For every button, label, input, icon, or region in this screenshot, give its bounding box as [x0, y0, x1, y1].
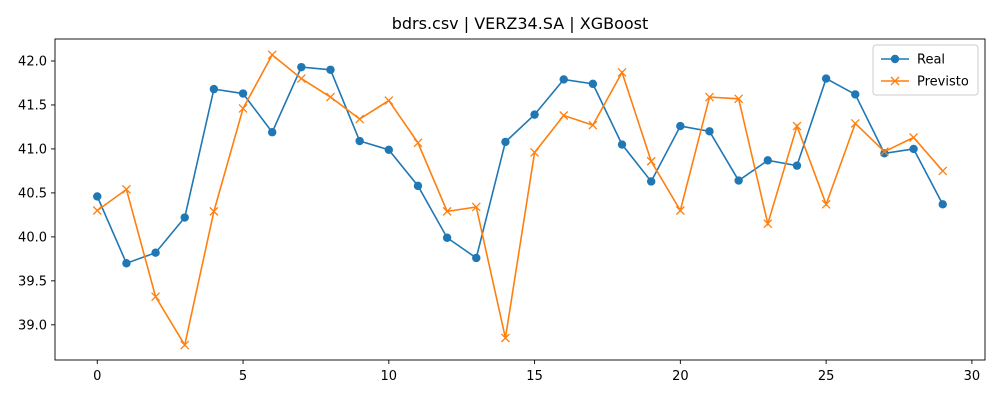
data-point-previsto: [384, 96, 394, 106]
data-point-real: [238, 89, 248, 98]
data-point-real: [734, 176, 743, 185]
data-point-real: [705, 127, 714, 136]
data-point-previsto: [850, 118, 860, 128]
data-point-previsto: [646, 156, 656, 166]
data-point-previsto: [442, 206, 452, 216]
data-point-previsto: [675, 206, 685, 215]
data-point-previsto: [909, 133, 919, 142]
data-point-previsto: [92, 206, 102, 215]
data-point-real: [297, 62, 306, 72]
legend-box: [872, 44, 979, 96]
data-point-previsto: [209, 206, 219, 216]
data-point-real: [646, 177, 656, 186]
data-point-real: [938, 200, 947, 209]
data-point-previsto: [413, 138, 423, 148]
data-point-real: [93, 192, 102, 201]
data-point-real: [326, 65, 335, 74]
data-point-real: [355, 136, 364, 146]
plot-frame: [54, 38, 986, 361]
data-point-real: [267, 128, 277, 137]
data-point-real: [676, 121, 685, 131]
data-point-previsto: [530, 147, 540, 157]
data-point-real: [851, 90, 860, 99]
data-point-previsto: [151, 292, 161, 302]
data-point-real: [151, 248, 160, 257]
data-point-real: [413, 181, 423, 191]
x-tick-label: 20: [672, 369, 689, 384]
x-tick-label: 10: [381, 369, 398, 384]
data-point-previsto: [763, 219, 773, 229]
data-point-previsto: [296, 74, 306, 84]
x-tick-label: 0: [93, 369, 101, 384]
axes: 0 5 10 15 20 25 30 39.0 39.5 40.0 40.5 41.0 41.5 42.0: [18, 38, 986, 384]
plot-area: [92, 50, 948, 350]
data-point-previsto: [588, 120, 598, 130]
data-point-real: [763, 156, 773, 165]
legend-item-real: Real: [881, 53, 945, 68]
data-point-previsto: [705, 92, 714, 102]
y-tick-label: 41.0: [18, 142, 47, 157]
data-point-previsto: [267, 50, 277, 60]
data-point-previsto: [121, 184, 131, 194]
y-tick-label: 39.5: [18, 274, 47, 289]
legend-label-previsto: Previsto: [917, 75, 969, 90]
data-point-previsto: [879, 147, 889, 157]
legend: Real Previsto: [872, 44, 979, 96]
y-tick-label: 40.5: [18, 186, 47, 201]
data-point-previsto: [238, 104, 248, 113]
data-point-real: [180, 213, 189, 222]
data-point-previsto: [180, 340, 190, 350]
x-tick-label: 15: [526, 369, 543, 384]
series-line-previsto: [96, 53, 944, 348]
data-point-previsto: [355, 114, 365, 124]
data-point-real: [792, 161, 802, 170]
data-point-real: [209, 84, 219, 94]
data-point-real: [588, 79, 598, 89]
y-tick-label: 41.5: [18, 98, 47, 113]
x-tick-label: 25: [818, 369, 835, 384]
data-point-real: [442, 233, 452, 242]
data-point-previsto: [471, 202, 481, 212]
data-point-previsto: [734, 94, 744, 104]
data-point-real: [472, 253, 481, 263]
data-point-real: [122, 259, 131, 268]
data-point-previsto: [792, 121, 802, 131]
data-point-real: [384, 145, 394, 155]
x-tick-label: 5: [239, 369, 247, 384]
data-point-previsto: [821, 199, 831, 209]
data-point-real: [821, 74, 831, 83]
data-point-real: [617, 140, 627, 149]
data-point-previsto: [500, 333, 510, 343]
chart-title: bdrs.csv | VERZ34.SA | XGBoost: [392, 14, 649, 33]
legend-label-real: Real: [917, 53, 945, 68]
x-tick-label: 30: [964, 369, 981, 384]
data-point-previsto: [559, 111, 569, 120]
data-point-previsto: [938, 166, 948, 176]
legend-item-previsto: Previsto: [881, 75, 969, 90]
data-point-real: [909, 144, 918, 154]
data-point-previsto: [617, 67, 627, 77]
data-point-real: [530, 110, 539, 119]
y-tick-label: 39.0: [18, 318, 47, 333]
data-point-previsto: [326, 92, 335, 102]
data-point-real: [501, 137, 510, 147]
data-point-real: [559, 75, 568, 84]
series-line-real: [96, 66, 944, 265]
y-tick-label: 40.0: [18, 230, 47, 245]
y-tick-label: 42.0: [18, 54, 47, 69]
